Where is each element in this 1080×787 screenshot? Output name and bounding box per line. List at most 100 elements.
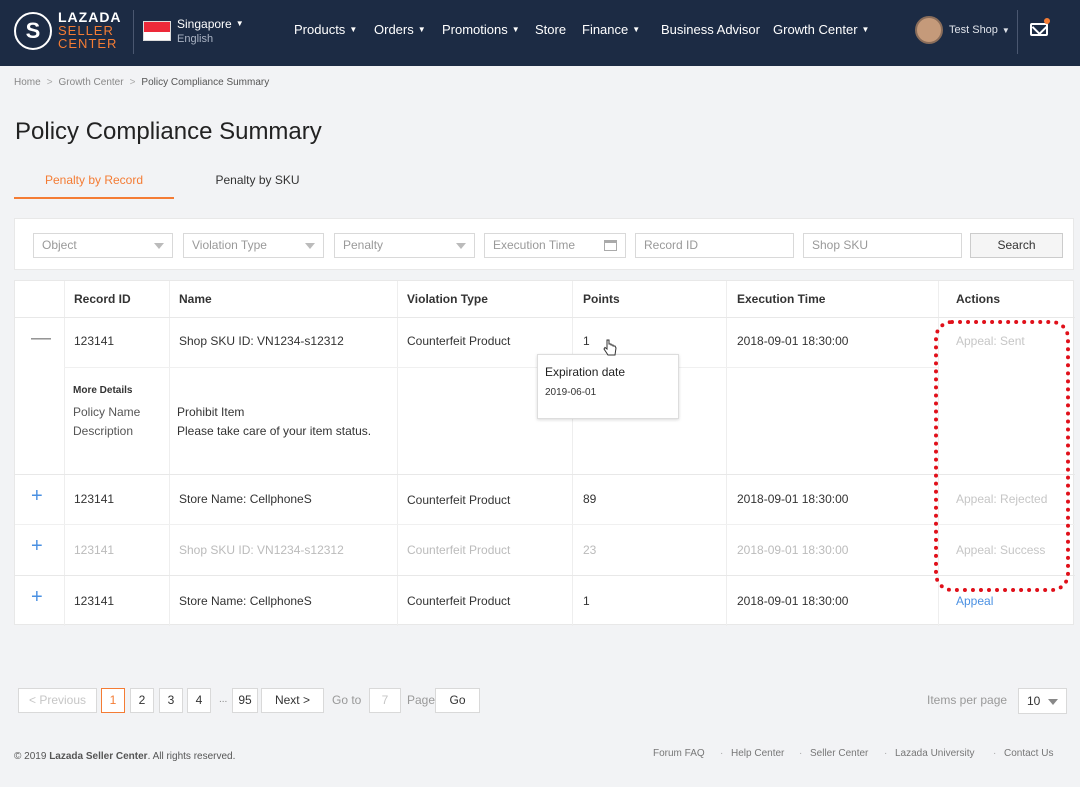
- name-cell: Shop SKU ID: VN1234-s12312: [179, 334, 344, 348]
- hand-cursor-icon: [603, 339, 617, 356]
- actions-highlight-annotation: [934, 320, 1070, 592]
- description-value: Please take care of your item status.: [177, 424, 372, 438]
- logo-line-1: LAZADA: [58, 9, 122, 25]
- chevron-right-icon: >: [303, 693, 311, 707]
- page-4-button[interactable]: 4: [187, 688, 211, 713]
- page-label: Page: [407, 693, 436, 707]
- points-cell: 23: [583, 543, 597, 557]
- logo-line-3: CENTER: [58, 36, 118, 51]
- chevron-down-icon: ▼: [417, 25, 426, 34]
- chevron-down-icon: ▼: [632, 25, 641, 34]
- user-menu[interactable]: Test Shop ▼: [915, 16, 1010, 44]
- calendar-icon: [604, 240, 617, 251]
- chevron-down-icon: [1048, 699, 1058, 705]
- singapore-flag-icon: [143, 21, 171, 41]
- next-page-button[interactable]: Next >: [261, 688, 324, 713]
- footer-link-forum-faq[interactable]: Forum FAQ: [653, 748, 705, 759]
- points-cell: 89: [583, 492, 597, 506]
- collapse-row-icon[interactable]: —: [31, 327, 51, 349]
- page-2-button[interactable]: 2: [130, 688, 154, 713]
- appeal-link[interactable]: Appeal: [956, 594, 994, 608]
- header-divider: [133, 10, 134, 54]
- items-per-page-select[interactable]: 10: [1018, 688, 1067, 714]
- avatar: [915, 16, 943, 44]
- violation-type-cell: Counterfeit Product: [407, 594, 511, 608]
- footer-link-seller-center[interactable]: Seller Center: [810, 748, 869, 759]
- chevron-left-icon: <: [28, 693, 36, 707]
- nav-promotions[interactable]: Promotions ▼: [442, 22, 520, 37]
- pagination-ellipsis: ...: [219, 694, 228, 705]
- header-divider: [1017, 10, 1018, 54]
- policy-name-value: Prohibit Item: [177, 405, 245, 419]
- chevron-down-icon: ▼: [861, 25, 870, 34]
- page-3-button[interactable]: 3: [159, 688, 183, 713]
- execution-time-cell: 2018-09-01 18:30:00: [737, 543, 849, 557]
- penalty-select[interactable]: Penalty: [334, 233, 475, 258]
- execution-time-cell: 2018-09-01 18:30:00: [737, 594, 849, 608]
- go-to-page-input[interactable]: 7: [369, 688, 401, 713]
- expand-row-icon[interactable]: +: [31, 586, 43, 608]
- top-navigation-bar: S LAZADA SELLER CENTER Singapore ▼ Englis…: [0, 0, 1080, 66]
- nav-store[interactable]: Store: [535, 22, 567, 37]
- violation-type-cell: Counterfeit Product: [407, 543, 511, 557]
- page-1-button[interactable]: 1: [101, 688, 125, 713]
- user-name: Test Shop: [949, 24, 998, 36]
- column-header-record-id: Record ID: [74, 292, 131, 306]
- record-id-input[interactable]: Record ID: [635, 233, 794, 258]
- expand-row-icon[interactable]: +: [31, 485, 43, 507]
- go-button[interactable]: Go: [435, 688, 480, 713]
- tab-penalty-by-sku[interactable]: Penalty by SKU: [215, 173, 300, 187]
- execution-time-picker[interactable]: Execution Time: [484, 233, 626, 258]
- appeal-status: Appeal: Success: [956, 543, 1046, 557]
- nav-finance[interactable]: Finance ▼: [582, 22, 641, 37]
- column-header-actions: Actions: [956, 292, 1001, 306]
- chevron-down-icon: ▼: [511, 25, 520, 34]
- mail-icon[interactable]: [1030, 23, 1048, 36]
- breadcrumb-growth-center[interactable]: Growth Center: [58, 77, 124, 88]
- search-button[interactable]: Search: [970, 233, 1063, 258]
- nav-products[interactable]: Products ▼: [294, 22, 358, 37]
- tab-penalty-by-record[interactable]: Penalty by Record: [14, 166, 174, 199]
- nav-orders[interactable]: Orders ▼: [374, 22, 426, 37]
- appeal-status: Appeal: Rejected: [956, 492, 1048, 506]
- penalty-table: Record ID Name Violation Type Points Exe…: [14, 280, 1075, 626]
- violation-type-select[interactable]: Violation Type: [183, 233, 324, 258]
- page-95-button[interactable]: 95: [232, 688, 258, 713]
- record-id-cell: 123141: [74, 334, 115, 348]
- shop-sku-input[interactable]: Shop SKU: [803, 233, 962, 258]
- description-label: Description: [73, 424, 134, 438]
- breadcrumb-current: Policy Compliance Summary: [141, 77, 270, 88]
- nav-business-advisor[interactable]: Business Advisor: [661, 22, 760, 37]
- footer-link-contact-us[interactable]: Contact Us: [1004, 748, 1054, 759]
- points-cell[interactable]: 1: [583, 334, 590, 348]
- chevron-down-icon: [456, 243, 466, 249]
- column-header-name: Name: [179, 292, 212, 306]
- chevron-right-icon: >: [129, 77, 136, 88]
- expand-row-icon[interactable]: +: [31, 535, 43, 557]
- object-select[interactable]: Object: [33, 233, 173, 258]
- record-id-cell: 123141: [74, 543, 115, 557]
- tooltip-value: 2019-06-01: [545, 387, 597, 398]
- chevron-down-icon: [305, 243, 315, 249]
- more-details-heading: More Details: [73, 385, 133, 396]
- footer-link-lazada-university[interactable]: Lazada University: [895, 748, 975, 759]
- expiration-tooltip: Expiration date 2019-06-01: [537, 354, 679, 419]
- copyright: © 2019 Lazada Seller Center. All rights …: [14, 751, 236, 762]
- nav-growth-center[interactable]: Growth Center ▼: [773, 22, 870, 37]
- go-to-label: Go to: [332, 693, 362, 707]
- chevron-down-icon: ▼: [349, 25, 358, 34]
- footer-link-help-center[interactable]: Help Center: [731, 748, 785, 759]
- policy-name-label: Policy Name: [73, 405, 141, 419]
- name-cell: Store Name: CellphoneS: [179, 492, 312, 506]
- name-cell: Store Name: CellphoneS: [179, 594, 312, 608]
- breadcrumb-home[interactable]: Home: [14, 77, 41, 88]
- column-header-points: Points: [583, 292, 620, 306]
- logo-line-2: SELLER: [58, 23, 114, 38]
- violation-type-cell: Counterfeit Product: [407, 493, 511, 507]
- notification-dot: [1044, 18, 1050, 24]
- region-selector[interactable]: Singapore ▼ English: [143, 16, 244, 47]
- lazada-logo[interactable]: S LAZADA SELLER CENTER: [14, 9, 122, 51]
- previous-page-button[interactable]: < Previous: [18, 688, 97, 713]
- pagination: 1 2 3 4 ... 95 Next > Go to 7 Page Go: [101, 688, 481, 713]
- page-title: Policy Compliance Summary: [15, 118, 322, 145]
